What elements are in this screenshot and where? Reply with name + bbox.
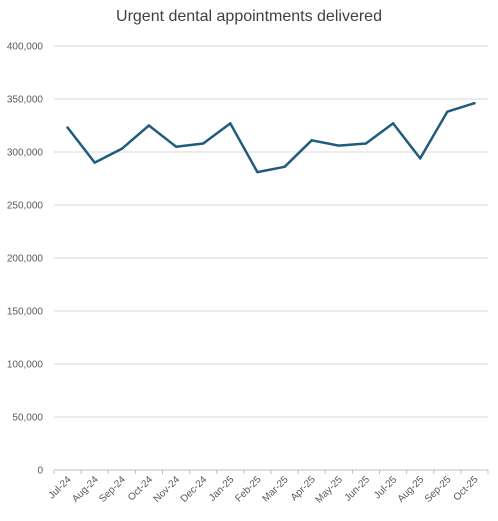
data-point bbox=[174, 145, 178, 148]
x-tick-label: Nov-24 bbox=[152, 474, 183, 505]
y-tick-label: 250,000 bbox=[7, 201, 44, 212]
x-tick-label: Sep-25 bbox=[423, 474, 454, 505]
y-tick-label: 400,000 bbox=[7, 42, 44, 53]
data-point bbox=[120, 147, 124, 151]
y-axis: 0 50,000 100,000 150,000 200,000 250,000 300,0… bbox=[7, 42, 44, 477]
x-tick-label: Feb-25 bbox=[233, 474, 263, 504]
data-point bbox=[310, 139, 313, 142]
series-line bbox=[66, 101, 476, 174]
data-point bbox=[93, 161, 96, 164]
x-tick-label: Aug-24 bbox=[70, 474, 101, 505]
series-layer bbox=[66, 101, 476, 174]
data-point bbox=[337, 144, 341, 147]
x-tick-label: Aug-25 bbox=[396, 474, 427, 505]
data-point bbox=[66, 126, 69, 129]
x-tick-label: May-25 bbox=[314, 474, 346, 506]
data-point bbox=[391, 122, 395, 125]
x-tick-label: Sep-24 bbox=[97, 474, 128, 505]
gridlines bbox=[54, 45, 488, 471]
x-tick-label: Mar-25 bbox=[260, 474, 290, 504]
x-tick-label: Jun-25 bbox=[343, 474, 373, 504]
x-tick-label: Oct-24 bbox=[126, 474, 155, 503]
data-point bbox=[256, 170, 259, 174]
y-tick-label: 350,000 bbox=[7, 95, 44, 106]
y-tick-label: 100,000 bbox=[7, 360, 44, 371]
chart-title: Urgent dental appointments delivered bbox=[116, 8, 382, 25]
data-point bbox=[446, 110, 449, 113]
data-point bbox=[229, 122, 232, 125]
data-point bbox=[473, 102, 476, 105]
y-tick-label: 200,000 bbox=[7, 254, 44, 265]
y-tick-label: 0 bbox=[37, 466, 43, 477]
y-tick-label: 300,000 bbox=[7, 148, 44, 159]
y-tick-label: 150,000 bbox=[7, 307, 44, 318]
y-tick-label: 50,000 bbox=[12, 413, 43, 424]
x-tick-label: Dec-24 bbox=[179, 474, 210, 505]
x-tick-label: Jan-25 bbox=[207, 474, 237, 504]
data-point bbox=[283, 165, 286, 169]
data-point bbox=[364, 142, 368, 145]
data-point bbox=[147, 124, 151, 127]
data-point bbox=[201, 142, 205, 145]
x-tick-label: Oct-25 bbox=[452, 474, 481, 503]
data-point bbox=[418, 157, 422, 160]
x-axis: Jul-24Aug-24Sep-24Oct-24Nov-24Dec-24Jan-… bbox=[47, 470, 489, 506]
